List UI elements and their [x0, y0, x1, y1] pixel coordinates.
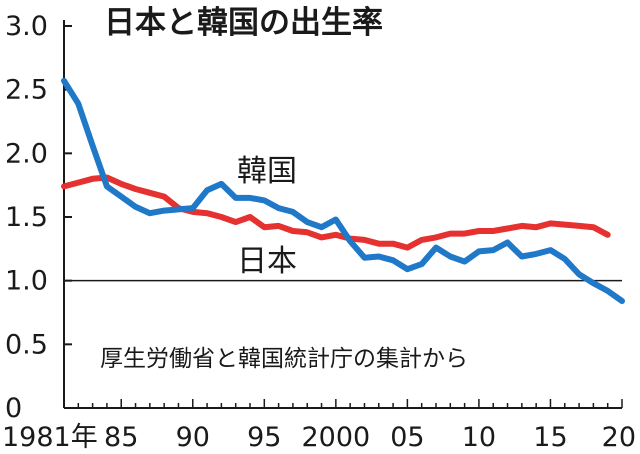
y-tick-label: 0	[5, 393, 22, 424]
x-tick-label: 90	[176, 422, 210, 453]
y-tick-label: 2.0	[5, 138, 48, 169]
x-tick-label: 95	[247, 422, 281, 453]
series-line-korea	[61, 77, 625, 304]
chart-title: 日本と韓国の出生率	[104, 5, 383, 41]
x-tick-label: 05	[390, 422, 424, 453]
tick-labels: 0 0.5 1.0 1.5 2.0 2.5 3.0 1981年 85 90 95 2000 05 10 15…	[2, 11, 636, 453]
x-tick-label: 2000	[301, 422, 370, 453]
series-layer	[61, 77, 625, 304]
x-tick-label: 85	[104, 422, 138, 453]
source-note: 厚生労働省と韓国統計庁の集計から	[100, 346, 468, 372]
x-tick-label: 1981年	[2, 422, 98, 453]
y-tick-label: 3.0	[5, 11, 48, 42]
y-tick-label: 1.5	[5, 202, 48, 233]
y-tick-label: 1.0	[5, 266, 48, 297]
axis-layer	[63, 20, 623, 409]
y-tick-label: 2.5	[5, 75, 48, 106]
x-tick-label: 10	[462, 422, 496, 453]
x-tick-label: 15	[533, 422, 567, 453]
series-label-japan: 日本	[237, 244, 297, 279]
series-label-korea: 韓国	[237, 154, 297, 189]
x-tick-label: 20	[602, 422, 636, 453]
y-tick-label: 0.5	[5, 329, 48, 360]
series-line-japan	[61, 174, 611, 251]
